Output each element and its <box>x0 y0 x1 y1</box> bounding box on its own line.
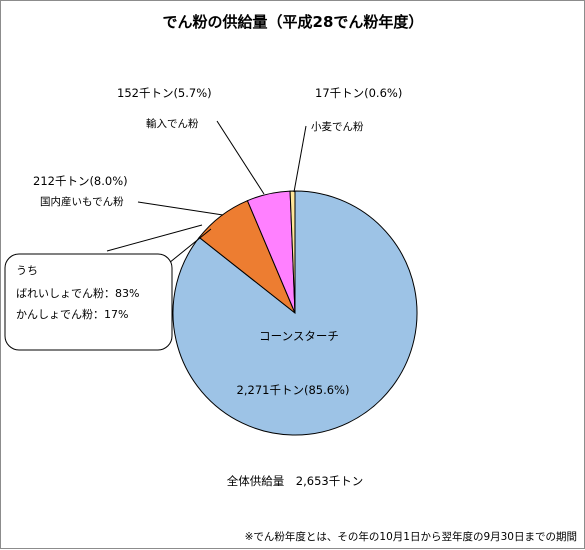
label-domestic-value: 212千トン(8.0%) <box>33 174 128 188</box>
callout-line3: かんしょでん粉：17% <box>16 308 128 321</box>
slice-wheat <box>289 190 296 314</box>
leader-line-domestic <box>137 201 224 216</box>
callout-box <box>4 253 173 351</box>
callout-pointer-b <box>168 228 212 264</box>
callout-line1: うち <box>16 264 38 277</box>
label-import-value: 152千トン(5.7%) <box>117 86 212 100</box>
label-corn-value: 2,271千トン(85.6%) <box>237 383 350 397</box>
label-domestic-name: 国内産いもでん粉 <box>40 195 124 208</box>
footnote: ※でん粉年度とは、その年の10月1日から翌年度の9月30日までの期間 <box>245 530 577 543</box>
label-wheat-name: 小麦でん粉 <box>311 120 364 133</box>
callout-line2: ばれいしょでん粉：83% <box>16 287 139 300</box>
label-wheat-value: 17千トン(0.6%) <box>315 86 402 100</box>
leader-line-wheat <box>293 125 307 193</box>
chart-title: でん粉の供給量（平成28でん粉年度） <box>163 13 424 31</box>
leader-line-import <box>216 120 265 195</box>
label-import-name: 輸入でん粉 <box>146 117 199 130</box>
total-label: 全体供給量 2,653千トン <box>227 474 363 488</box>
pie-slices <box>172 190 418 436</box>
label-corn-name: コーンスターチ <box>259 329 339 343</box>
callout-pointer-a <box>106 224 203 252</box>
